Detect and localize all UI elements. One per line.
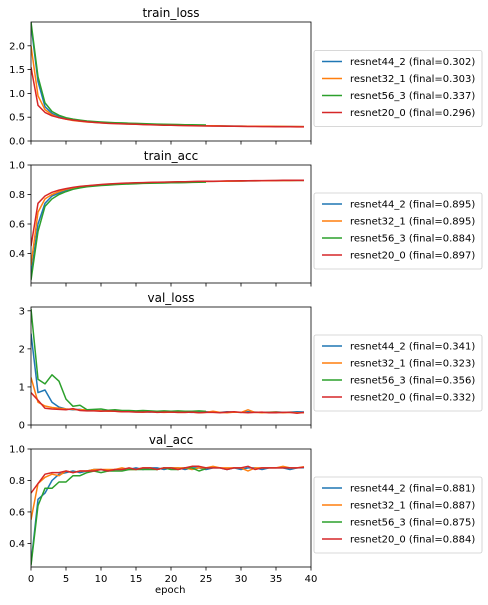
legend-label: resnet44_2 (final=0.895) xyxy=(350,200,475,211)
legend-box xyxy=(313,334,483,412)
series-line-0 xyxy=(31,333,305,414)
y-tick-label: 0.8 xyxy=(9,476,25,487)
series-line-0 xyxy=(31,24,304,128)
legend-label: resnet56_3 (final=0.337) xyxy=(350,91,475,102)
y-tick-label: 0.5 xyxy=(9,113,25,124)
y-tick-label: 0.0 xyxy=(9,137,25,148)
series-line-1 xyxy=(31,179,304,266)
legend-label: resnet32_1 (final=0.887) xyxy=(350,501,475,512)
legend-box xyxy=(313,50,483,127)
legend-label: resnet32_1 (final=0.895) xyxy=(350,217,475,228)
legend-label: resnet44_2 (final=0.341) xyxy=(350,342,475,353)
y-tick-label: 0.8 xyxy=(9,190,25,201)
series-line-0 xyxy=(31,466,305,564)
axes-frame xyxy=(30,306,312,426)
panel-title: train_acc xyxy=(144,149,198,163)
y-tick-label: 0.4 xyxy=(9,539,25,550)
legend-label: resnet56_3 (final=0.884) xyxy=(350,234,475,245)
legend-label: resnet44_2 (final=0.881) xyxy=(350,484,475,495)
y-tick-label: 1.0 xyxy=(9,89,25,100)
y-tick-label: 1.0 xyxy=(9,161,25,172)
y-tick-label: 3 xyxy=(19,306,25,317)
series-line-1 xyxy=(31,465,305,520)
panel-val_acc: val_acc 0.4 0.6 0.8 1.0 0 5 10 15 20 25 30 35 40 resne… xyxy=(9,433,483,585)
y-tick-label: 0.4 xyxy=(9,249,25,260)
series-line-0 xyxy=(31,179,304,276)
axes-frame xyxy=(30,21,312,142)
panel-title: val_acc xyxy=(149,433,193,447)
y-tick-label: 1.5 xyxy=(9,65,25,76)
panel-train_loss: train_loss 0.0 0.5 1.0 1.5 2.0 resnet44_2 (fin… xyxy=(9,6,483,148)
panel-title: val_loss xyxy=(148,291,195,305)
x-tick-label: 5 xyxy=(63,574,69,585)
series-line-2 xyxy=(31,467,207,566)
y-tick-label: 0.6 xyxy=(9,220,25,231)
series-line-3 xyxy=(31,392,305,414)
legend-box xyxy=(313,192,483,270)
x-tick-label: 25 xyxy=(200,574,213,585)
x-axis-label: epoch xyxy=(155,585,186,596)
y-tick-label: 0 xyxy=(19,421,25,432)
series-line-2 xyxy=(31,181,207,281)
y-tick-label: 0.6 xyxy=(9,507,25,518)
legend-label: resnet56_3 (final=0.356) xyxy=(350,376,475,387)
panel-train_acc: train_acc 0.4 0.6 0.8 1.0 resnet44_2 (final=0… xyxy=(9,149,483,287)
y-tick-label: 1 xyxy=(19,382,25,393)
y-tick-label: 2 xyxy=(19,344,25,355)
y-tick-label: 1.0 xyxy=(9,445,25,456)
series-line-3 xyxy=(31,465,305,494)
series-line-1 xyxy=(31,377,305,414)
panel-title: train_loss xyxy=(142,6,199,20)
legend-label: resnet20_0 (final=0.296) xyxy=(350,108,475,119)
legend-box xyxy=(313,476,483,554)
x-tick-label: 20 xyxy=(165,574,178,585)
x-tick-label: 30 xyxy=(235,574,248,585)
series-line-3 xyxy=(31,179,304,247)
x-tick-label: 10 xyxy=(95,574,108,585)
legend-label: resnet56_3 (final=0.875) xyxy=(350,518,475,529)
legend-label: resnet44_2 (final=0.302) xyxy=(350,57,475,68)
legend-label: resnet20_0 (final=0.332) xyxy=(350,393,475,404)
y-tick-label: 2.0 xyxy=(9,41,25,52)
x-tick-label: 15 xyxy=(130,574,143,585)
legend-label: resnet32_1 (final=0.303) xyxy=(350,74,475,85)
x-tick-label: 40 xyxy=(305,574,318,585)
x-tick-label: 0 xyxy=(28,574,34,585)
legend-label: resnet32_1 (final=0.323) xyxy=(350,359,475,370)
panel-val_loss: val_loss 0 1 2 3 resnet44_2 (final=0.341) resn… xyxy=(19,291,483,432)
legend-label: resnet20_0 (final=0.897) xyxy=(350,251,475,262)
legend-label: resnet20_0 (final=0.884) xyxy=(350,535,475,546)
series-line-3 xyxy=(31,67,304,128)
x-tick-label: 35 xyxy=(270,574,283,585)
series-line-2 xyxy=(31,308,207,413)
axes-frame xyxy=(30,448,312,568)
series-line-1 xyxy=(31,45,305,128)
series-line-2 xyxy=(31,22,207,126)
